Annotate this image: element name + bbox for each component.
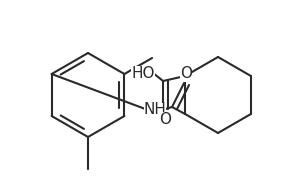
Text: HO: HO xyxy=(131,65,155,80)
Text: O: O xyxy=(180,67,192,81)
Text: O: O xyxy=(159,112,171,126)
Text: NH: NH xyxy=(144,102,166,118)
